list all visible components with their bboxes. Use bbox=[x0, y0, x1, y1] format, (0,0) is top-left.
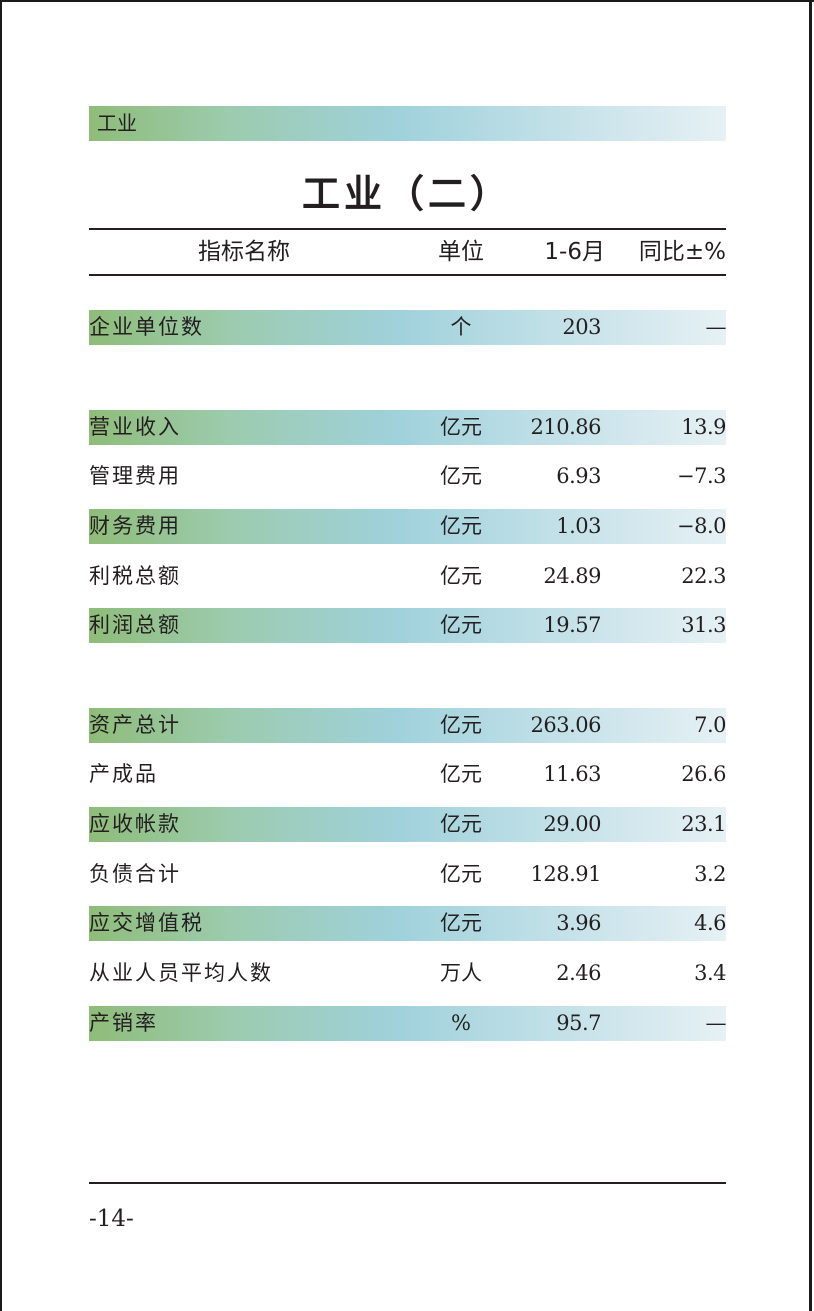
row-name: 资产总计 bbox=[89, 713, 181, 737]
row-unit: 亿元 bbox=[440, 911, 482, 935]
row-value: 24.89 bbox=[543, 564, 601, 588]
row-value: 6.93 bbox=[556, 464, 601, 488]
row-unit: 亿元 bbox=[440, 862, 482, 886]
row-value: 210.86 bbox=[530, 415, 602, 439]
row-unit: 亿元 bbox=[440, 812, 482, 836]
row-unit: 万人 bbox=[440, 961, 482, 985]
column-header-name: 指标名称 bbox=[198, 239, 290, 265]
row-change: 3.4 bbox=[694, 961, 726, 985]
row-name: 财务费用 bbox=[89, 514, 181, 538]
row-name: 从业人员平均人数 bbox=[89, 961, 273, 985]
table-row: 营业收入 亿元 210.86 13.9 bbox=[89, 410, 727, 445]
section-tag: 工业 bbox=[89, 106, 726, 141]
page-border-right bbox=[809, 0, 812, 1311]
column-header-unit: 单位 bbox=[438, 239, 484, 265]
row-name: 产销率 bbox=[89, 1011, 158, 1035]
table-row: 负债合计 亿元 128.91 3.2 bbox=[89, 857, 727, 892]
table-row: 财务费用 亿元 1.03 −8.0 bbox=[89, 509, 727, 544]
row-value: 11.63 bbox=[543, 762, 601, 786]
row-unit: 亿元 bbox=[440, 514, 482, 538]
row-change: 22.3 bbox=[681, 564, 726, 588]
column-header-change: 同比±% bbox=[638, 239, 726, 265]
row-value: 3.96 bbox=[556, 911, 601, 935]
row-name: 管理费用 bbox=[89, 464, 181, 488]
row-unit: 亿元 bbox=[440, 464, 482, 488]
row-value: 95.7 bbox=[556, 1011, 601, 1035]
row-name: 应交增值税 bbox=[89, 911, 204, 935]
table-row: 应收帐款 亿元 29.00 23.1 bbox=[89, 807, 727, 842]
table-row: 利税总额 亿元 24.89 22.3 bbox=[89, 559, 727, 594]
row-unit: 个 bbox=[450, 315, 472, 339]
row-change: 4.6 bbox=[694, 911, 726, 935]
table-row: 资产总计 亿元 263.06 7.0 bbox=[89, 708, 727, 743]
column-header-value: 1-6月 bbox=[544, 239, 605, 265]
row-change: 23.1 bbox=[681, 812, 726, 836]
row-value: 263.06 bbox=[530, 713, 602, 737]
row-unit: 亿元 bbox=[440, 613, 482, 637]
row-name: 应收帐款 bbox=[89, 812, 181, 836]
row-change: 26.6 bbox=[681, 762, 726, 786]
table-row: 产成品 亿元 11.63 26.6 bbox=[89, 757, 727, 792]
row-value: 2.46 bbox=[556, 961, 601, 985]
row-change: — bbox=[705, 315, 727, 339]
row-unit: 亿元 bbox=[440, 415, 482, 439]
row-change: — bbox=[705, 1011, 727, 1035]
table-row: 利润总额 亿元 19.57 31.3 bbox=[89, 608, 727, 643]
table-row: 产销率 % 95.7 — bbox=[89, 1006, 727, 1041]
row-name: 负债合计 bbox=[89, 862, 181, 886]
row-change: 3.2 bbox=[694, 862, 726, 886]
row-change: 7.0 bbox=[694, 713, 726, 737]
table-row: 应交增值税 亿元 3.96 4.6 bbox=[89, 906, 727, 941]
page-number: -14- bbox=[89, 1206, 134, 1232]
page-title: 工业（二） bbox=[301, 171, 512, 216]
row-name: 产成品 bbox=[89, 762, 158, 786]
row-change: −8.0 bbox=[677, 514, 727, 538]
row-unit: 亿元 bbox=[440, 564, 482, 588]
page-border-left bbox=[0, 0, 2, 1311]
footer-rule bbox=[89, 1182, 726, 1184]
page-border-top bbox=[0, 0, 814, 2]
row-unit: 亿元 bbox=[440, 762, 482, 786]
table-top-rule bbox=[89, 228, 726, 230]
row-value: 29.00 bbox=[543, 812, 601, 836]
table-header-rule bbox=[89, 274, 726, 276]
row-value: 203 bbox=[562, 315, 601, 339]
table-row: 企业单位数 个 203 — bbox=[89, 310, 727, 345]
row-change: 31.3 bbox=[681, 613, 726, 637]
row-value: 128.91 bbox=[530, 862, 602, 886]
row-change: −7.3 bbox=[677, 464, 727, 488]
row-name: 企业单位数 bbox=[89, 315, 204, 339]
row-name: 营业收入 bbox=[89, 415, 181, 439]
row-name: 利税总额 bbox=[89, 564, 181, 588]
row-name: 利润总额 bbox=[89, 613, 181, 637]
row-change: 13.9 bbox=[681, 415, 726, 439]
table-row: 从业人员平均人数 万人 2.46 3.4 bbox=[89, 956, 727, 991]
row-unit: 亿元 bbox=[440, 713, 482, 737]
row-value: 19.57 bbox=[543, 613, 601, 637]
table-row: 管理费用 亿元 6.93 −7.3 bbox=[89, 459, 727, 494]
row-value: 1.03 bbox=[556, 514, 601, 538]
row-unit: % bbox=[451, 1011, 471, 1035]
